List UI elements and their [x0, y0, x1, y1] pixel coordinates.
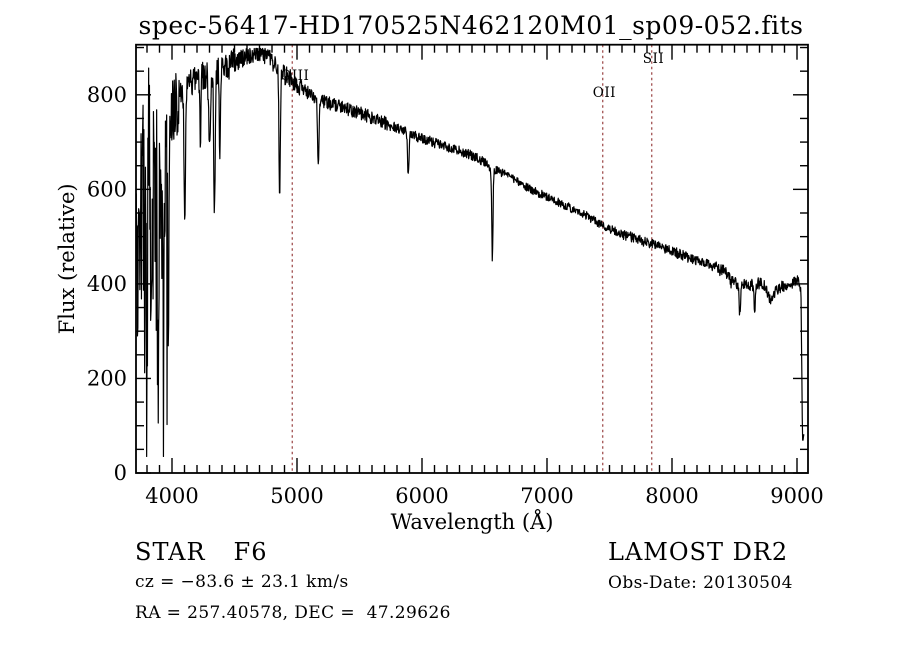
spectrum-line: [135, 47, 805, 458]
x-tick-label: 4000: [145, 484, 198, 508]
reference-line-label-oii: OII: [593, 85, 616, 101]
cz-value: cz = −83.6 ± 23.1 km/s: [135, 572, 349, 592]
subclass-label: F6: [233, 538, 268, 566]
x-tick-label: 8000: [645, 484, 698, 508]
axis-ticks: [136, 44, 808, 474]
reference-line-label-sii: SII: [643, 51, 664, 67]
x-tick-label: 7000: [520, 484, 573, 508]
y-tick-label: 0: [114, 461, 127, 485]
object-class-line: STAR F6: [135, 538, 267, 566]
survey-label: LAMOST DR2: [608, 538, 789, 566]
y-tick-label: 200: [87, 366, 127, 390]
y-tick-label: 400: [87, 272, 127, 296]
y-tick-label: 800: [87, 83, 127, 107]
axis-tick-labels: 4000 5000 6000 7000 8000 9000 0 200 400 600 800: [87, 83, 824, 508]
plot-title: spec-56417-HD170525N462120M01_sp09-052.f…: [138, 11, 804, 40]
x-axis-title: Wavelength (Å): [391, 509, 554, 534]
x-tick-label: 9000: [770, 484, 823, 508]
obs-date: Obs-Date: 20130504: [608, 573, 793, 593]
y-tick-label: 600: [87, 177, 127, 201]
ra-dec: RA = 257.40578, DEC = 47.29626: [135, 603, 451, 623]
class-label: STAR: [135, 538, 206, 566]
y-axis-title: Flux (relative): [55, 183, 79, 334]
plot-frame: [135, 43, 809, 474]
x-tick-label: 6000: [395, 484, 448, 508]
x-tick-label: 5000: [270, 484, 323, 508]
